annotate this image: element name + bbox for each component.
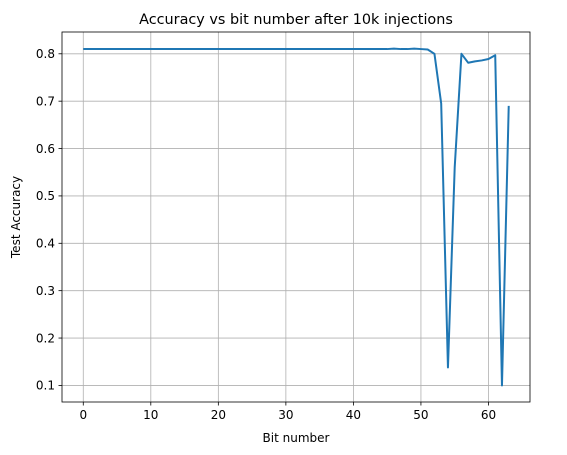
- y-tick-label: 0.7: [36, 94, 55, 108]
- grid-lines: [62, 32, 530, 402]
- x-tick-label: 20: [211, 408, 226, 422]
- y-tick-label: 0.2: [36, 331, 55, 345]
- x-tick-label: 0: [79, 408, 87, 422]
- series-layer: [83, 47, 510, 387]
- x-tick-label: 60: [481, 408, 496, 422]
- y-axis-title: Test Accuracy: [9, 176, 23, 259]
- x-tick-label: 30: [278, 408, 293, 422]
- y-axis-ticks: 0.1 0.2 0.3 0.4 0.5 0.6 0.7 0.8: [36, 47, 62, 393]
- y-tick-label: 0.4: [36, 237, 55, 251]
- y-tick-label: 0.6: [36, 142, 55, 156]
- y-tick-label: 0.8: [36, 47, 55, 61]
- x-tick-label: 50: [413, 408, 428, 422]
- chart-title: Accuracy vs bit number after 10k injecti…: [139, 12, 453, 28]
- y-tick-label: 0.3: [36, 284, 55, 298]
- x-tick-label: 40: [346, 408, 361, 422]
- x-axis-title: Bit number: [263, 431, 330, 445]
- y-tick-label: 0.5: [36, 189, 55, 203]
- x-tick-label: 10: [143, 408, 158, 422]
- accuracy-line: [83, 47, 510, 387]
- y-tick-label: 0.1: [36, 379, 55, 393]
- x-axis-ticks: 0 10 20 30 40 50 60: [79, 402, 496, 422]
- plot-frame: [61, 31, 531, 403]
